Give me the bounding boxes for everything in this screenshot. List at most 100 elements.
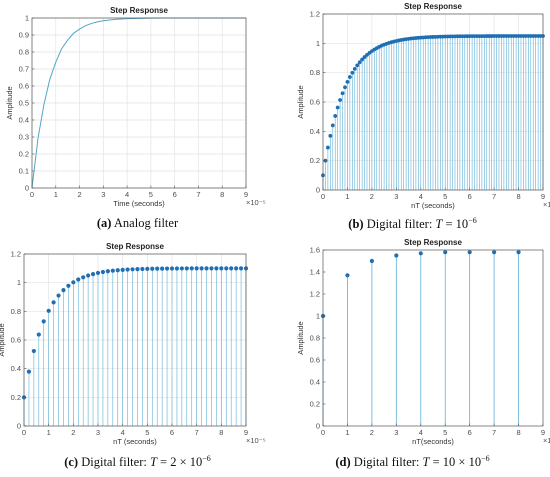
y-tick-label: 0.2 <box>310 156 320 165</box>
stem-marker <box>238 266 244 271</box>
y-tick-label: 0.2 <box>310 400 320 409</box>
y-tick-label: 0.6 <box>310 356 320 365</box>
stem-marker <box>204 266 209 271</box>
y-tick-label: 1 <box>25 14 29 23</box>
y-tick-label: 1 <box>316 39 320 48</box>
x-exponent-label: ×10⁻⁵ <box>543 436 550 445</box>
stem-marker <box>95 270 101 276</box>
chart-panel-b: 0 1 2 3 4 5 6 7 8 9 0 0.2 0.4 0.6 0.8 1 1.2 Step Response… <box>275 0 550 212</box>
stem-marker <box>338 98 343 102</box>
stem-marker <box>155 266 160 271</box>
chart-b: 0 1 2 3 4 5 6 7 8 9 0 0.2 0.4 0.6 0.8 1 1.2 Step Response… <box>296 2 550 210</box>
chart-title: Step Response <box>110 6 168 15</box>
x-tick-label: 5 <box>443 192 447 201</box>
stem-marker <box>369 258 374 264</box>
x-tick-label: 6 <box>170 428 174 437</box>
stem-marker <box>125 267 130 272</box>
x-tick-label: 7 <box>196 190 200 199</box>
chart-d: 0 1 2 3 4 5 6 7 8 9 0 0.2 0.4 0.6 0.8 1 1.2 1.4 1.6 Step Re… <box>296 238 550 446</box>
stem-marker <box>343 85 347 90</box>
x-exponent-label: ×10⁻⁵ <box>543 200 550 209</box>
x-tick-label: 2 <box>77 190 81 199</box>
y-tick-label: 0.6 <box>19 82 29 91</box>
y-tick-label: 1 <box>17 278 21 287</box>
y-tick-label: 0 <box>17 422 21 431</box>
y-tick-label: 0.4 <box>19 116 29 125</box>
stem-marker <box>140 266 145 272</box>
x-tick-label: 9 <box>541 192 545 201</box>
y-axis-label: Amplitude <box>0 323 6 356</box>
y-tick-label: 0.6 <box>11 336 21 345</box>
y-tick-label: 1.2 <box>310 10 320 19</box>
chart-c: 0 1 2 3 4 5 6 7 8 9 0 0.2 0.4 0.6 0.8 1 1.2 Step Response… <box>0 242 266 446</box>
y-tick-label: 0.2 <box>19 150 29 159</box>
stem-marker <box>86 273 91 278</box>
caption-a: (a) Analog filter <box>96 216 179 230</box>
stem-marker <box>56 293 61 298</box>
stem-marker <box>194 266 199 271</box>
x-tick-label: 7 <box>195 428 199 437</box>
stem-marker <box>150 266 155 271</box>
stem-marker <box>71 280 76 285</box>
stem-marker <box>347 75 352 79</box>
y-tick-label: 0.7 <box>19 65 29 74</box>
caption-d: (d) Digital filter: T = 10 × 10−6 <box>335 454 490 470</box>
x-tick-label: 6 <box>468 428 472 437</box>
stem-marker <box>219 266 224 271</box>
y-tick-label: 0.1 <box>19 167 29 176</box>
stem-marker <box>174 266 180 271</box>
x-tick-label: 1 <box>345 192 349 201</box>
stem-marker <box>234 266 239 271</box>
chart-panel-c: 0 1 2 3 4 5 6 7 8 9 0 0.2 0.4 0.6 0.8 1 1.2 Step Response… <box>0 236 275 448</box>
stem-marker <box>328 133 333 138</box>
stem-marker <box>145 266 150 271</box>
stem-marker <box>169 266 175 271</box>
x-tick-label: 5 <box>149 190 153 199</box>
stem-marker <box>443 250 448 255</box>
y-tick-label: 0.2 <box>11 393 21 402</box>
stem-marker <box>229 266 234 271</box>
stem-marker <box>362 55 367 59</box>
stem-marker <box>61 288 66 293</box>
stem-marker <box>330 123 335 128</box>
stem-marker <box>46 308 51 313</box>
stem-marker <box>26 369 32 374</box>
x-axis-label: Time (seconds) <box>113 199 165 208</box>
stem-marker <box>66 283 71 288</box>
stem-marker <box>325 145 330 150</box>
stem-marker <box>81 275 86 280</box>
y-tick-label: 0.8 <box>310 68 320 77</box>
y-axis-label: Amplitude <box>5 86 14 119</box>
y-tick-label: 0 <box>316 422 320 431</box>
stem-marker <box>333 114 338 118</box>
stem-marker <box>130 267 135 272</box>
stem-marker <box>160 266 165 271</box>
x-tick-label: 2 <box>370 192 374 201</box>
stem-marker <box>41 319 46 324</box>
x-tick-label: 0 <box>321 428 325 437</box>
x-tick-label: 5 <box>443 428 447 437</box>
x-tick-label: 1 <box>345 428 349 437</box>
x-tick-label: 4 <box>125 190 129 199</box>
caption-c: (c) Digital filter: T = 2 × 10−6 <box>64 454 211 470</box>
y-tick-label: 1 <box>316 312 320 321</box>
stem-marker <box>214 266 219 271</box>
chart-panel-a: 0 1 2 3 4 5 6 7 8 9 0 0.1 0.2 0.3 0.4 0.5 0.6 0.7 0.8 0.9 1 S… <box>0 0 275 212</box>
stem-marker <box>492 250 497 255</box>
y-tick-label: 1.2 <box>310 290 320 299</box>
stem-marker <box>51 300 56 305</box>
stem-marker <box>516 250 521 255</box>
chart-panel-d: 0 1 2 3 4 5 6 7 8 9 0 0.2 0.4 0.6 0.8 1 1.2 1.4 1.6 Step Re… <box>275 236 550 448</box>
stem-marker <box>350 70 355 75</box>
x-tick-label: 3 <box>394 428 398 437</box>
y-tick-label: 0.8 <box>19 48 29 57</box>
y-tick-label: 0.9 <box>19 31 29 40</box>
x-tick-label: 6 <box>173 190 177 199</box>
x-tick-label: 7 <box>492 192 496 201</box>
x-tick-label: 0 <box>321 192 325 201</box>
stem-marker <box>105 269 110 274</box>
stem-marker <box>120 267 125 272</box>
stem-marker <box>355 63 360 68</box>
y-tick-label: 1.2 <box>11 250 21 259</box>
x-tick-label: 7 <box>492 428 496 437</box>
